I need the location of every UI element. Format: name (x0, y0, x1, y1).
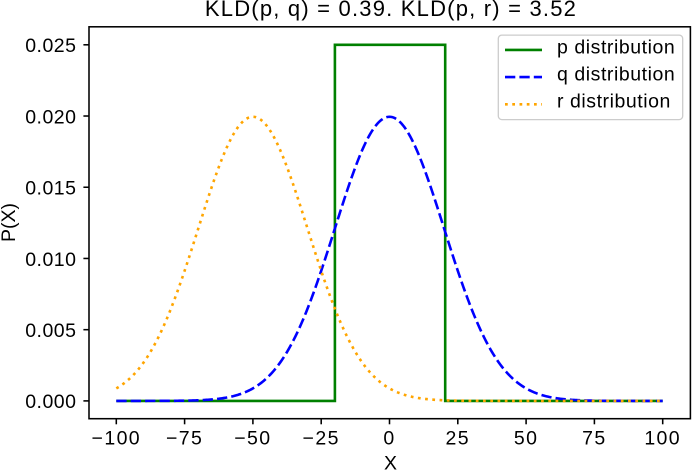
svg-text:75: 75 (582, 428, 607, 450)
svg-text:r distribution: r distribution (557, 91, 671, 113)
svg-text:100: 100 (644, 428, 681, 450)
svg-text:0.000: 0.000 (25, 391, 76, 413)
svg-text:0.010: 0.010 (25, 249, 76, 271)
svg-text:25: 25 (446, 428, 471, 450)
svg-text:p distribution: p distribution (557, 36, 675, 58)
svg-text:X: X (384, 453, 397, 470)
svg-text:−50: −50 (234, 428, 271, 450)
svg-text:0: 0 (383, 428, 395, 450)
svg-text:q distribution: q distribution (557, 64, 675, 86)
svg-text:KLD(p, q) = 0.39. KLD(p, r) =: KLD(p, q) = 0.39. KLD(p, r) = 3.52 (205, 0, 577, 21)
svg-text:−100: −100 (92, 428, 142, 450)
svg-text:−25: −25 (303, 428, 340, 450)
svg-text:0.015: 0.015 (25, 178, 76, 200)
svg-text:50: 50 (514, 428, 539, 450)
svg-text:0.020: 0.020 (25, 106, 76, 128)
svg-text:P(X): P(X) (0, 203, 20, 242)
svg-text:0.025: 0.025 (25, 35, 76, 57)
svg-text:−75: −75 (166, 428, 203, 450)
svg-text:0.005: 0.005 (25, 320, 76, 342)
